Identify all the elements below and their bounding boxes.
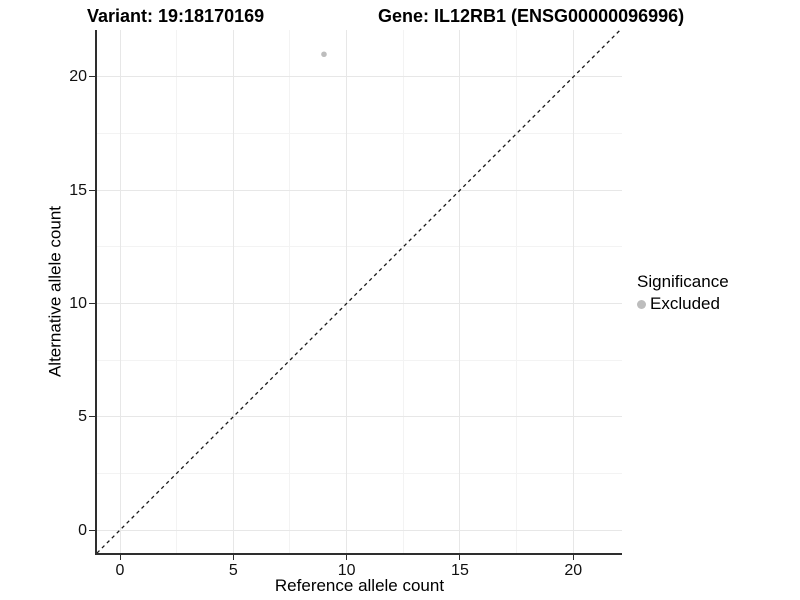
x-major-gridline (232, 30, 234, 553)
x-minor-gridline (402, 30, 404, 553)
legend-item-label: Excluded (650, 294, 720, 313)
x-tick-label: 0 (115, 562, 125, 579)
plot-overlay (97, 30, 621, 553)
x-major-gridline (119, 30, 121, 553)
y-axis-title: Alternative allele count (45, 205, 65, 378)
y-minor-gridline (97, 133, 622, 135)
x-major-gridline (346, 30, 348, 553)
y-tick-label: 0 (78, 521, 87, 539)
x-tick-label: 15 (451, 562, 469, 579)
y-major-gridline (97, 529, 622, 531)
x-tick-mark (459, 555, 461, 560)
y-tick-label: 10 (69, 294, 87, 312)
x-major-gridline (572, 30, 574, 553)
legend-title: Significance (637, 272, 729, 291)
y-tick-mark (89, 302, 95, 304)
x-minor-gridline (289, 30, 291, 553)
x-tick-mark (346, 555, 348, 560)
y-tick-label: 15 (69, 181, 87, 199)
x-tick-label: 10 (337, 562, 356, 579)
y-tick-mark (89, 76, 95, 78)
y-tick-mark (89, 189, 95, 191)
y-tick-mark (89, 529, 95, 531)
gene-title: Gene: IL12RB1 (ENSG00000096996) (378, 6, 685, 26)
y-minor-gridline (97, 472, 622, 474)
y-major-gridline (97, 189, 622, 191)
data-point-excluded (321, 51, 327, 58)
legend-item-excluded: Excluded (637, 294, 729, 314)
x-tick-mark (119, 555, 121, 560)
y-tick-label: 5 (78, 408, 87, 426)
x-axis-line (95, 553, 622, 555)
y-major-gridline (97, 416, 622, 418)
x-minor-gridline (176, 30, 178, 553)
x-tick-mark (572, 555, 574, 560)
y-tick-mark (89, 416, 95, 418)
x-major-gridline (459, 30, 461, 553)
y-tick-label: 20 (69, 68, 87, 86)
y-major-gridline (97, 302, 622, 304)
legend-point-icon (637, 299, 646, 309)
x-tick-label: 5 (228, 562, 238, 579)
y-minor-gridline (97, 246, 622, 248)
x-axis-title: Reference allele count (274, 576, 445, 595)
x-tick-label: 20 (564, 562, 583, 579)
y-minor-gridline (97, 359, 622, 361)
legend: Significance Excluded (637, 272, 729, 314)
variant-title: Variant: 19:18170169 (87, 6, 265, 26)
y-major-gridline (97, 76, 622, 78)
identity-dashed-line (97, 30, 621, 553)
x-minor-gridline (516, 30, 518, 553)
y-axis-line (95, 30, 97, 555)
x-tick-mark (232, 555, 234, 560)
